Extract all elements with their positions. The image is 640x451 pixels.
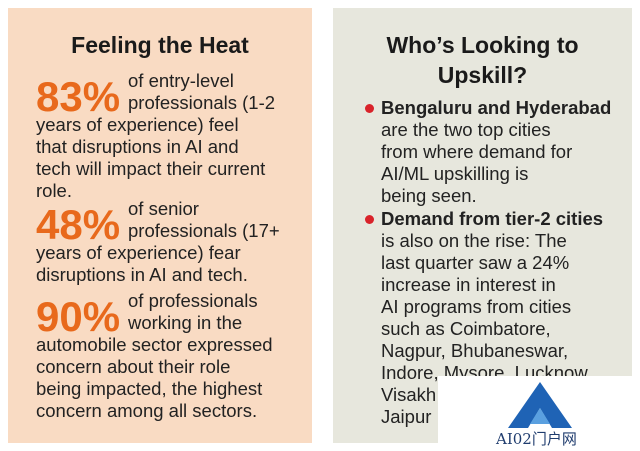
left-title: Feeling the Heat [71, 32, 249, 58]
bullet-lead: Demand from tier-2 cities [381, 208, 604, 229]
bullet-text: last quarter saw a 24% [381, 252, 570, 273]
bullet-text: being seen. [381, 185, 477, 206]
stat-text: automobile sector expressed [36, 334, 273, 355]
watermark-text: AI02门户网 [496, 430, 577, 448]
stat-text: working in the [128, 312, 243, 333]
bullet-dot [365, 215, 374, 224]
right-title: Who’s Looking to [386, 32, 579, 58]
left-panel [8, 8, 312, 443]
stat-text: of professionals [128, 290, 258, 311]
stat-text: concern among all sectors. [36, 400, 258, 421]
watermark: AI02门户网 [438, 376, 640, 451]
stat-text: disruptions in AI and tech. [36, 264, 248, 285]
bullet-text: Jaipur [381, 406, 432, 427]
stat-value: 48% [36, 201, 121, 248]
bullet-dot [365, 104, 374, 113]
bullet-text: from where demand for [381, 141, 573, 162]
bullet-text: Visakh [381, 384, 437, 405]
stat-text: of entry-level [128, 70, 234, 91]
right-panel [333, 8, 632, 443]
bullet-text: AI programs from cities [381, 296, 572, 317]
stat-text: professionals (1-2 [128, 92, 276, 113]
bullet-text: such as Coimbatore, [381, 318, 551, 339]
right-title: Upskill? [437, 62, 528, 88]
bullet-text: AI/ML upskilling is [381, 163, 529, 184]
bullet-text: increase in interest in [381, 274, 556, 295]
stat-text: role. [36, 180, 72, 201]
watermark-logo [508, 382, 572, 428]
stat-value: 83% [36, 73, 121, 120]
stat-text: years of experience) fear [36, 242, 241, 263]
bullet-text: are the two top cities [381, 119, 551, 140]
stat-text: that disruptions in AI and [36, 136, 239, 157]
stat-text: professionals (17+ [128, 220, 280, 241]
bullet-text: Nagpur, Bhubaneswar, [381, 340, 569, 361]
stat-text: being impacted, the highest [36, 378, 263, 399]
bullet-lead: Bengaluru and Hyderabad [381, 97, 612, 118]
stat-text: years of experience) feel [36, 114, 239, 135]
bullet-text: is also on the rise: The [381, 230, 567, 251]
stat-text: tech will impact their current [36, 158, 266, 179]
stat-text: concern about their role [36, 356, 231, 377]
stat-value: 90% [36, 293, 121, 340]
stat-text: of senior [128, 198, 199, 219]
